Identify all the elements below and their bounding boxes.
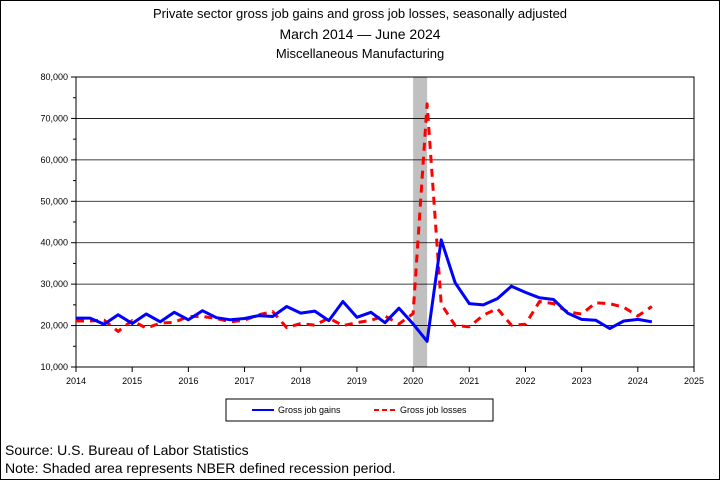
x-tick-label-10: 2024 xyxy=(628,376,648,386)
x-tick-label-1: 2015 xyxy=(122,376,142,386)
date-range-end: June 2024 xyxy=(375,26,441,42)
date-range-dash: — xyxy=(357,26,372,42)
date-range-start: March 2014 xyxy=(279,26,354,42)
plot-area xyxy=(75,76,695,368)
x-tick-label-9: 2023 xyxy=(572,376,592,386)
y-tick-label-7: 80,000 xyxy=(40,72,68,82)
x-tick-label-7: 2021 xyxy=(459,376,479,386)
y-tick-label-2: 30,000 xyxy=(40,279,68,289)
x-tick-label-3: 2017 xyxy=(235,376,255,386)
y-tick-label-3: 40,000 xyxy=(40,238,68,248)
industry-name: Miscellaneous Manufacturing xyxy=(275,46,445,61)
y-tick-label-4: 50,000 xyxy=(40,196,68,206)
legend-box xyxy=(225,398,494,422)
series-line-gross-job-losses xyxy=(76,102,653,333)
x-tick-label-0: 2014 xyxy=(66,376,86,386)
footer-source: Source: U.S. Bureau of Labor Statistics xyxy=(5,442,249,458)
x-tick-label-4: 2018 xyxy=(291,376,311,386)
footer-note: Note: Shaded area represents NBER define… xyxy=(5,460,396,476)
x-tick-label-2: 2016 xyxy=(178,376,198,386)
y-tick-label-0: 10,000 xyxy=(40,362,68,372)
date-range: March 2014 — June 2024 xyxy=(0,24,720,44)
chart-title: Private sector gross job gains and gross… xyxy=(152,6,568,21)
y-tick-label-5: 60,000 xyxy=(40,155,68,165)
series-line-gross-job-gains xyxy=(76,238,653,343)
title-block: Private sector gross job gains and gross… xyxy=(0,4,720,64)
x-tick-label-5: 2019 xyxy=(347,376,367,386)
x-tick-label-6: 2020 xyxy=(403,376,423,386)
legend-label-0: Gross job gains xyxy=(278,405,341,415)
legend-label-1: Gross job losses xyxy=(400,405,467,415)
x-tick-label-8: 2022 xyxy=(515,376,535,386)
x-tick-label-11: 2025 xyxy=(684,376,704,386)
y-tick-label-1: 20,000 xyxy=(40,321,68,331)
y-tick-label-6: 70,000 xyxy=(40,113,68,123)
